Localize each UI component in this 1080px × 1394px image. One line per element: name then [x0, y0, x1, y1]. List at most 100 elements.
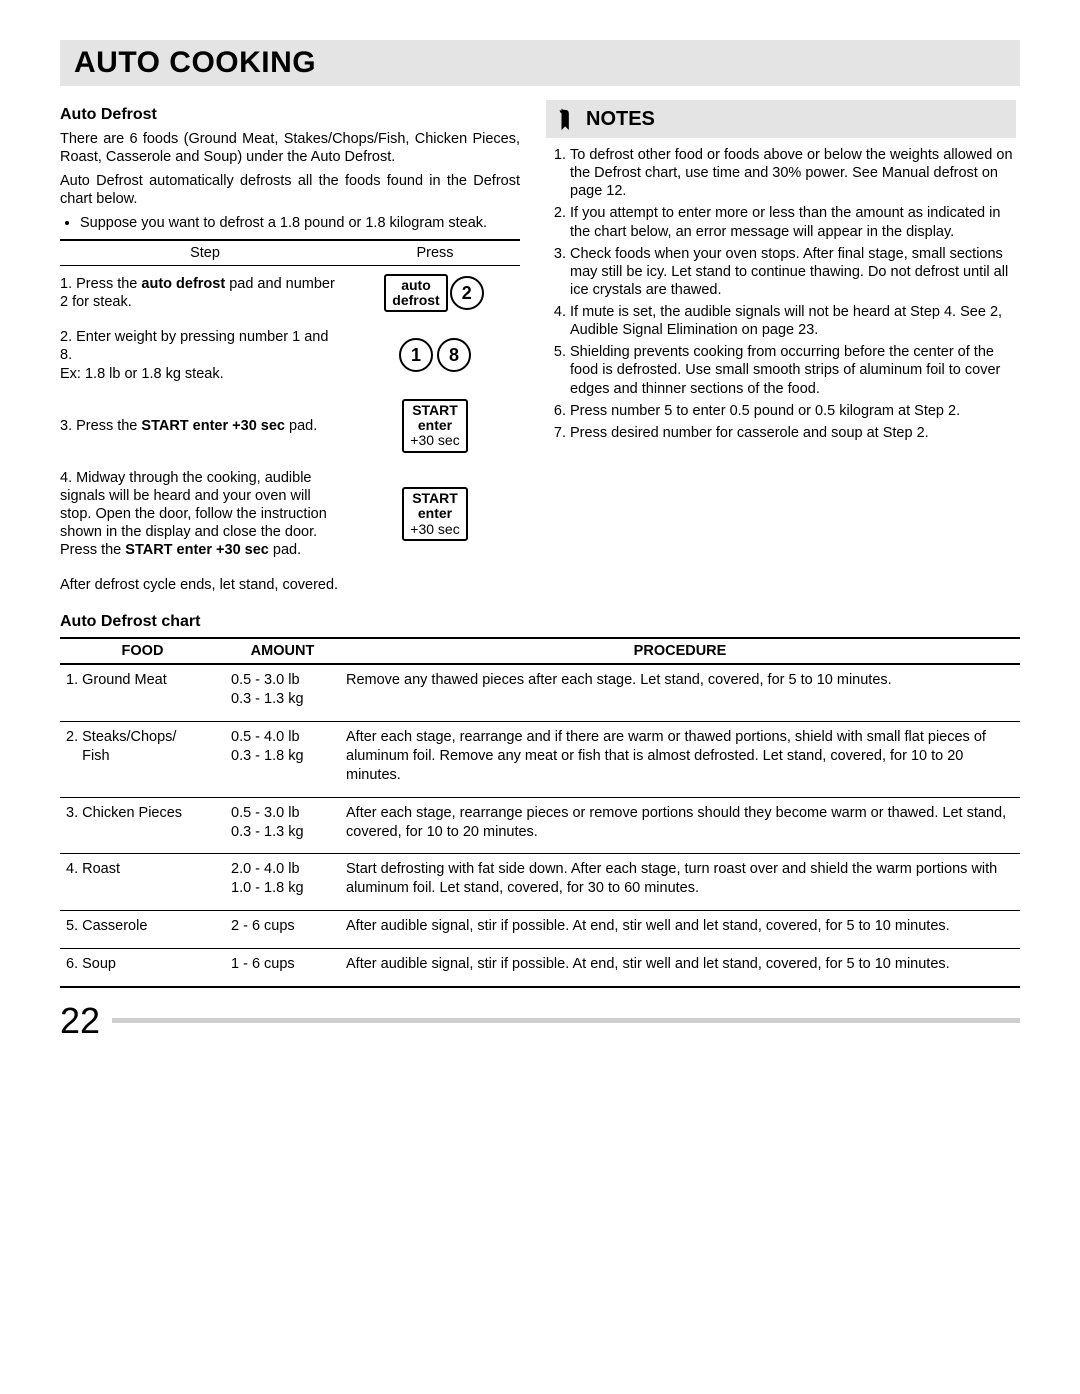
row2-food: 2. Steaks/Chops/ Fish [60, 722, 225, 798]
page-footer: 22 [60, 1000, 1020, 1042]
start-l3: +30 sec [410, 432, 459, 448]
r2-amt1: 0.5 - 4.0 lb [231, 729, 300, 745]
note-3: Check foods when your oven stops. After … [570, 245, 1016, 299]
step4-bold: START enter +30 sec [125, 542, 269, 558]
step-row-2: 2. Enter weight by pressing number 1 and… [60, 320, 520, 390]
footer-rule [112, 1018, 1020, 1023]
start-pad-2: STARTenter+30 sec [402, 487, 467, 541]
step-table-head: Step Press [60, 239, 520, 266]
r1-amt1: 0.5 - 3.0 lb [231, 672, 300, 688]
step1-bold: auto defrost [141, 276, 225, 292]
step4-num: 4. [60, 470, 72, 486]
step-row-3: 3. Press the START enter +30 sec pad. ST… [60, 391, 520, 461]
row1-proc: Remove any thawed pieces after each stag… [340, 664, 1020, 721]
row3-amt: 0.5 - 3.0 lb 0.3 - 1.3 kg [225, 797, 340, 854]
pad-line2: defrost [392, 292, 439, 308]
row6-food: 6. Soup [60, 948, 225, 986]
row5-food: 5. Casserole [60, 911, 225, 949]
start-l1: START [412, 402, 458, 418]
table-row: 5. Casserole 2 - 6 cups After audible si… [60, 911, 1020, 949]
step2-num: 2. [60, 329, 72, 345]
step3-num: 3. [60, 418, 72, 434]
notes-header: NOTES [546, 100, 1016, 138]
step-table: Step Press 1. Press the auto defrost pad… [60, 239, 520, 568]
step-row-4: 4. Midway through the cooking, audible s… [60, 461, 520, 568]
step4-text: 4. Midway through the cooking, audible s… [60, 469, 350, 560]
r3-amt2: 0.3 - 1.3 kg [231, 824, 304, 840]
start2-l3: +30 sec [410, 521, 459, 537]
r2-amt2: 0.3 - 1.8 kg [231, 748, 304, 764]
table-row: 1. Ground Meat 0.5 - 3.0 lb0.3 - 1.3 kg … [60, 664, 1020, 721]
page: AUTO COOKING Auto Defrost There are 6 fo… [0, 0, 1080, 1062]
step4-post: pad. [269, 542, 301, 558]
step3-text: 3. Press the START enter +30 sec pad. [60, 417, 350, 435]
row1-food: 1. Ground Meat [60, 664, 225, 721]
title-bar: AUTO COOKING [60, 40, 1020, 86]
r4-amt1: 2.0 - 4.0 lb [231, 861, 300, 877]
row5-proc: After audible signal, stir if possible. … [340, 911, 1020, 949]
auto-defrost-para1: There are 6 foods (Ground Meat, Stakes/C… [60, 130, 520, 166]
chart-heading: Auto Defrost chart [60, 613, 1020, 631]
start-pad-1: STARTenter+30 sec [402, 399, 467, 453]
start-l2: enter [418, 417, 452, 433]
row2-proc: After each stage, rearrange and if there… [340, 722, 1020, 798]
r4-amt2: 1.0 - 1.8 kg [231, 880, 304, 896]
bullet-suppose: Suppose you want to defrost a 1.8 pound … [80, 215, 520, 231]
row4-food: 4. Roast [60, 854, 225, 911]
r1-amt2: 0.3 - 1.3 kg [231, 691, 304, 707]
page-number: 22 [60, 1000, 100, 1042]
row4-amt: 2.0 - 4.0 lb 1.0 - 1.8 kg [225, 854, 340, 911]
chart-header-row: FOOD AMOUNT PROCEDURE [60, 638, 1020, 664]
after-defrost-line: After defrost cycle ends, let stand, cov… [60, 577, 520, 593]
notes-list: To defrost other food or foods above or … [546, 146, 1016, 442]
step2-text: 2. Enter weight by pressing number 1 and… [60, 328, 350, 382]
step1-text: 1. Press the auto defrost pad and number… [60, 275, 350, 311]
step2-press: 1 8 [350, 338, 520, 372]
r3-amt1: 0.5 - 3.0 lb [231, 805, 300, 821]
numpad-2: 2 [450, 276, 484, 310]
two-column-layout: Auto Defrost There are 6 foods (Ground M… [60, 100, 1020, 601]
step3-pre: Press the [76, 418, 141, 434]
auto-defrost-para2: Auto Defrost automatically defrosts all … [60, 172, 520, 208]
left-column: Auto Defrost There are 6 foods (Ground M… [60, 100, 520, 601]
step1-pre: Press the [76, 276, 141, 292]
step3-press: STARTenter+30 sec [350, 399, 520, 453]
table-row: 2. Steaks/Chops/ Fish 0.5 - 4.0 lb 0.3 - … [60, 722, 1020, 798]
step3-bold: START enter +30 sec [141, 418, 285, 434]
step3-post: pad. [285, 418, 317, 434]
table-row: 3. Chicken Pieces 0.5 - 3.0 lb 0.3 - 1.3 … [60, 797, 1020, 854]
auto-defrost-pad: autodefrost [384, 274, 447, 313]
note-2: If you attempt to enter more or less tha… [570, 204, 1016, 240]
numpad-8: 8 [437, 338, 471, 372]
row1-amt: 0.5 - 3.0 lb 0.3 - 1.3 kg [225, 664, 340, 721]
chart-head-food: FOOD [60, 638, 225, 664]
note-5: Shielding prevents cooking from occurrin… [570, 343, 1016, 397]
row6-amt: 1 - 6 cups [225, 948, 340, 986]
step-row-1: 1. Press the auto defrost pad and number… [60, 266, 520, 321]
page-title: AUTO COOKING [74, 46, 1006, 80]
note-7: Press desired number for casserole and s… [570, 424, 1016, 442]
step-head-step: Step [60, 245, 350, 261]
row2-amt: 0.5 - 4.0 lb 0.3 - 1.8 kg [225, 722, 340, 798]
step1-press: autodefrost 2 [350, 274, 520, 313]
pad-line1: auto [401, 277, 431, 293]
defrost-chart: FOOD AMOUNT PROCEDURE 1. Ground Meat 0.5… [60, 637, 1020, 987]
step1-num: 1. [60, 276, 72, 292]
auto-defrost-heading: Auto Defrost [60, 106, 520, 124]
notes-heading: NOTES [586, 108, 655, 131]
table-row: 4. Roast 2.0 - 4.0 lb1.0 - 1.8 kg Start … [60, 854, 1020, 911]
chart-head-proc: PROCEDURE [340, 638, 1020, 664]
step4-press: STARTenter+30 sec [350, 487, 520, 541]
numpad-1: 1 [399, 338, 433, 372]
right-column: NOTES To defrost other food or foods abo… [546, 100, 1016, 601]
row6-proc: After audible signal, stir if possible. … [340, 948, 1020, 986]
note-icon [556, 106, 578, 132]
start2-l2: enter [418, 505, 452, 521]
note-6: Press number 5 to enter 0.5 pound or 0.5… [570, 402, 1016, 420]
row5-amt: 2 - 6 cups [225, 911, 340, 949]
chart-head-amount: AMOUNT [225, 638, 340, 664]
row3-food: 3. Chicken Pieces [60, 797, 225, 854]
note-1: To defrost other food or foods above or … [570, 146, 1016, 200]
step2-ex: Ex: 1.8 lb or 1.8 kg steak. [60, 366, 224, 382]
step2-body: Enter weight by pressing number 1 and 8. [60, 329, 328, 363]
